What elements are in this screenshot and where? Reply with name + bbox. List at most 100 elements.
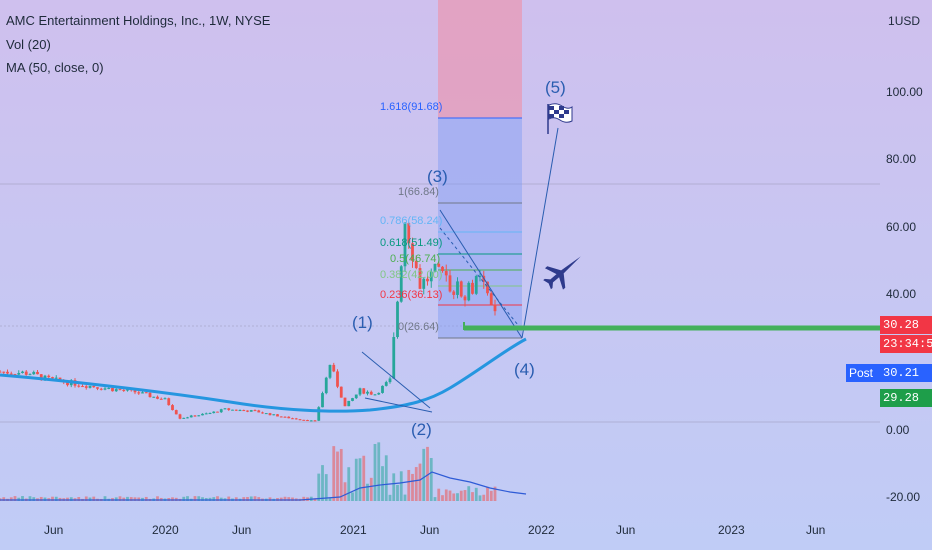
currency-code: USD [894, 14, 921, 28]
candle-body [276, 414, 279, 417]
volume-bar [133, 497, 137, 501]
volume-bar [336, 451, 339, 501]
fib-label-0618: 0.618(51.49) [380, 237, 443, 249]
candle-body [2, 371, 6, 373]
volume-bar [77, 497, 81, 501]
volume-bar [358, 458, 362, 501]
volume-bar [456, 493, 459, 501]
candle-body [163, 398, 167, 400]
volume-bar [21, 496, 24, 501]
volume-bar [441, 495, 444, 501]
volume-bar [129, 497, 133, 501]
wave-label-2: (2) [411, 420, 432, 439]
candle-body [242, 410, 246, 412]
volume-bar [354, 458, 358, 501]
price-tick: -20.00 [886, 490, 921, 504]
candle-body [339, 386, 343, 398]
volume-bar [396, 484, 399, 501]
candle-body [182, 417, 186, 419]
candle-body [126, 389, 129, 391]
checkered-flag-icon [547, 103, 573, 134]
volume-bar [388, 494, 392, 501]
volume-bar [362, 455, 366, 501]
volume-bar [429, 458, 433, 501]
candle-body [411, 243, 414, 261]
volume-bar [246, 496, 249, 501]
volume-bar [227, 496, 231, 501]
candle-body [17, 372, 21, 375]
volume-ma-line [0, 471, 527, 501]
fib-label-1: 1(66.84) [398, 186, 439, 198]
candle-body [122, 389, 126, 391]
candle-body [152, 396, 156, 398]
volume-bar [253, 496, 257, 501]
candle-body [103, 388, 107, 390]
candles [0, 222, 497, 422]
legend-vol[interactable]: Vol (20) [6, 37, 51, 52]
candle-body [246, 410, 249, 412]
volume-bar [463, 490, 467, 501]
candle-body [448, 275, 452, 292]
candle-body [459, 281, 463, 297]
price-axis[interactable] [880, 0, 932, 515]
candle-body [24, 371, 28, 375]
candle-body [99, 388, 103, 390]
volume-bar [489, 490, 493, 501]
candle-body [144, 392, 148, 394]
price-tick: 80.00 [886, 152, 917, 166]
volume-bar [279, 497, 283, 501]
candle-body [133, 389, 137, 393]
volume-bar [28, 496, 32, 501]
fib-label-1618: 1.618(91.68) [380, 101, 443, 113]
candle-body [47, 375, 51, 378]
price-chart[interactable] [0, 0, 880, 515]
candle-body [474, 276, 478, 294]
candle-body [264, 413, 268, 415]
volume-bar [399, 471, 403, 501]
time-tick: 2023 [718, 523, 745, 537]
volume-bar [9, 497, 13, 501]
time-tick: Jun [232, 523, 252, 537]
candle-body [291, 418, 294, 420]
legend-ma[interactable]: MA (50, close, 0) [6, 60, 104, 75]
time-axis[interactable] [0, 515, 880, 550]
candle-body [249, 410, 253, 412]
wave-label-4: (4) [514, 360, 535, 379]
volume-bar [384, 455, 388, 501]
candle-body [302, 419, 306, 421]
time-tick: Jun [44, 523, 64, 537]
volume-bar [414, 467, 418, 501]
ma-line [0, 337, 527, 413]
candle-body [88, 385, 92, 388]
candle-body [377, 392, 381, 395]
volume-bar [88, 497, 92, 501]
volume-bar [343, 482, 347, 501]
wave-label-1: (1) [352, 313, 373, 332]
candle-body [493, 304, 497, 312]
volume-bar [144, 496, 148, 501]
candle-body [317, 407, 321, 421]
volume-bar [84, 496, 88, 501]
candle-body [332, 364, 336, 372]
candle-body [114, 389, 118, 392]
candle-body [178, 414, 182, 419]
candle-body [452, 291, 456, 295]
fib-label-0: 0(26.64) [398, 321, 439, 333]
candle-body [219, 409, 223, 413]
candle-body [54, 377, 58, 379]
candle-body [6, 371, 9, 374]
volume-bar [257, 497, 261, 501]
candle-body [36, 371, 39, 375]
volume-bar [122, 497, 126, 501]
candle-body [167, 398, 171, 406]
currency-label: 1USD [888, 14, 920, 28]
volume-bar [249, 496, 253, 501]
candle-body [81, 386, 84, 388]
volume-bar [459, 490, 463, 501]
ma-value-badge: 29.28 [880, 389, 932, 407]
candle-body [238, 410, 242, 412]
candle-body [84, 386, 88, 388]
wave-label-3: (3) [427, 167, 448, 186]
volume-bar [471, 492, 474, 501]
